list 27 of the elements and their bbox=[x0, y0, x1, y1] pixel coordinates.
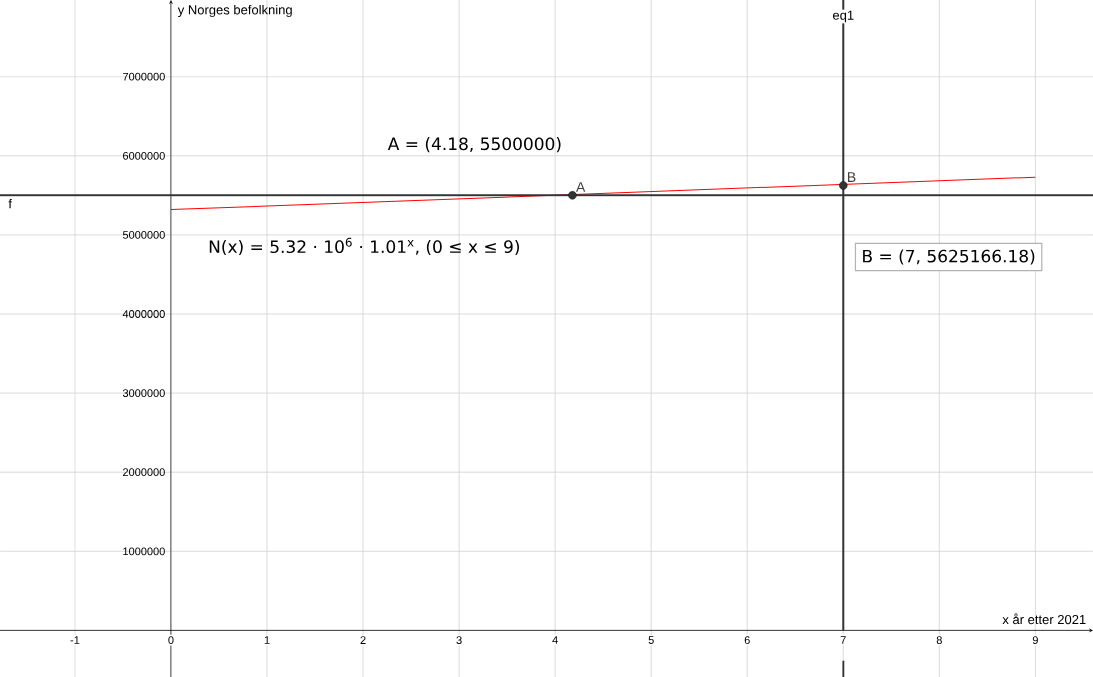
annotation: N(x) = 5.32 · 10$^{6}$ · 1.01$^{x}$, (0 ≤ x ≤ 9) bbox=[209, 237, 520, 256]
series-label: B bbox=[847, 172, 856, 182]
y-tick-label: 4000000 bbox=[122, 310, 165, 318]
x-tick-label: 7 bbox=[840, 636, 846, 644]
y-axis-title: y Norges befolkning bbox=[177, 4, 292, 17]
y-tick-label: 7000000 bbox=[123, 72, 165, 81]
x-tick-label: 1 bbox=[264, 636, 270, 644]
x-tick-label: -1 bbox=[70, 636, 80, 644]
y-tick-label: 2000000 bbox=[123, 468, 165, 477]
annotation: B = (7, 5625166.18) bbox=[863, 249, 1035, 265]
x-tick-label: 2 bbox=[360, 636, 366, 644]
y-tick-label: 6000000 bbox=[123, 151, 165, 160]
x-tick-label: 3 bbox=[456, 636, 462, 644]
x-tick-label: 6 bbox=[744, 636, 750, 644]
x-axis-title: x år etter 2021 bbox=[1002, 613, 1086, 625]
y-tick-label: 1000000 bbox=[123, 547, 165, 556]
ref-line-label: eq1 bbox=[832, 10, 854, 23]
series-label: A bbox=[576, 182, 586, 192]
y-tick-label: 5000000 bbox=[122, 231, 165, 239]
annotation: A = (4.18, 5500000) bbox=[387, 137, 561, 153]
x-tick-label: 0 bbox=[168, 636, 174, 644]
x-tick-label: 9 bbox=[1032, 636, 1038, 644]
x-tick-label: 8 bbox=[936, 636, 942, 644]
ref-line-label: f bbox=[8, 198, 12, 209]
x-tick-label: 4 bbox=[552, 636, 558, 644]
x-tick-label: 5 bbox=[648, 636, 654, 644]
y-tick-label: 3000000 bbox=[122, 389, 165, 397]
